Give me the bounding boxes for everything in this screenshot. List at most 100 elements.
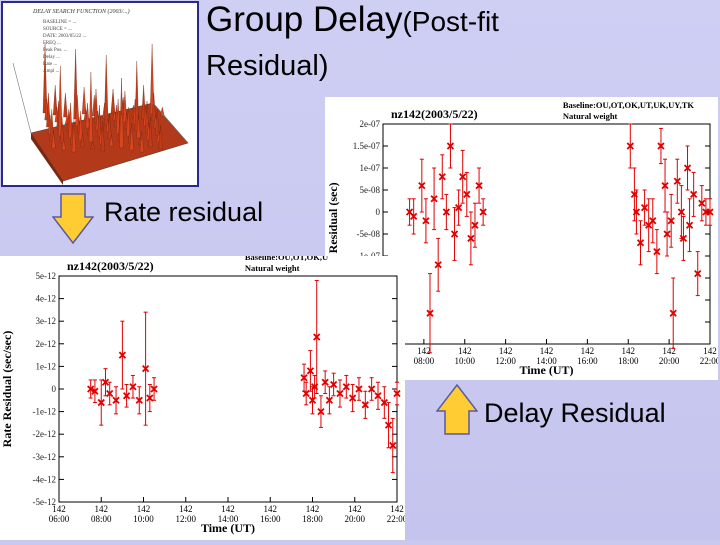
y-tick-label: 1e-07 <box>360 163 381 173</box>
rate-residual-panel: nz142(2003/5/22) Baseline:OU,OT,OK,U Natur… <box>0 252 408 540</box>
slide-title-line2: Residual) <box>206 50 329 82</box>
thumbnail-header: DELAY SEARCH FUNCTION (2003/...) <box>32 8 130 15</box>
search-function-3d-plot: DELAY SEARCH FUNCTION (2003/...) BASELIN… <box>12 8 189 185</box>
surface-spike <box>78 110 83 141</box>
data-point <box>475 181 483 190</box>
thumbnail-info-line: Peak Pos. ... <box>43 48 67 53</box>
x-tick-label: 142 <box>95 504 109 514</box>
y-tick-label: -5e-08 <box>357 229 381 239</box>
surface-spike <box>126 106 131 137</box>
data-point <box>463 190 471 199</box>
data-point <box>649 217 657 225</box>
data-point <box>349 394 357 402</box>
y-tick-label: 5e-12 <box>36 271 57 281</box>
x-tick-label: 142 <box>179 504 193 514</box>
chart-title: nz142(2003/5/22) <box>391 107 478 121</box>
title-main: Group Delay <box>206 0 403 39</box>
rate-residual-chart: nz142(2003/5/22) Baseline:OU,OT,OK,UNatur… <box>0 252 408 535</box>
x-tick-label: 142 <box>662 346 676 356</box>
surface-spike <box>109 134 114 147</box>
data-point <box>685 221 694 229</box>
surface-spike <box>97 104 102 138</box>
x-tick-label: 12:00 <box>495 356 516 366</box>
y-tick-label: -3e-12 <box>33 452 57 462</box>
x-tick-label: 16:00 <box>577 356 598 366</box>
data-point <box>302 389 310 398</box>
x-tick-label: 142 <box>306 504 320 514</box>
data-point <box>150 385 158 393</box>
slide-title-line1: Group Delay(Post-fit <box>206 0 499 42</box>
x-tick-label: 142 <box>137 504 151 514</box>
y-tick-label: -4e-12 <box>33 474 57 484</box>
data-point <box>683 164 692 172</box>
data-point <box>368 385 376 393</box>
data-point <box>87 385 95 393</box>
surface-spike <box>73 48 78 120</box>
y-tick-label: -2e-12 <box>33 429 57 439</box>
surface-spike <box>104 54 109 126</box>
data-point <box>122 392 131 400</box>
y-tick-label: 2e-12 <box>36 339 57 349</box>
data-point <box>667 217 675 225</box>
data-point <box>653 247 661 256</box>
surface-spike <box>100 120 105 152</box>
data-point <box>636 239 645 247</box>
chart-title: nz142(2003/5/22) <box>67 259 154 273</box>
data-point <box>410 212 418 221</box>
y-tick-label: 0 <box>52 384 57 394</box>
y-tick-label: -1e-12 <box>33 407 57 417</box>
x-tick-label: 142 <box>264 504 278 514</box>
data-point <box>454 203 463 212</box>
data-point <box>91 387 99 395</box>
x-tick-label: 10:00 <box>454 356 475 366</box>
x-tick-label: 142 <box>52 504 66 514</box>
thumbnail-info-line: Ampl ... <box>43 69 59 74</box>
x-axis-label: Time (UT) <box>519 363 573 377</box>
thumbnail-info-line: FREQ ... <box>43 41 61 46</box>
chart-weight: Natural weight <box>563 111 618 121</box>
data-point <box>467 234 475 243</box>
surface-spike <box>71 118 77 153</box>
delay-residual-panel: nz142(2003/5/22) Baseline:OU,OT,OK,UT,UK,… <box>325 97 720 380</box>
surface-spike <box>58 65 63 137</box>
surface-spike <box>90 140 95 150</box>
data-point <box>479 208 487 216</box>
data-point <box>106 389 114 398</box>
surface-spike <box>85 102 90 129</box>
x-tick-label: 20:00 <box>344 514 365 524</box>
data-point <box>361 401 369 409</box>
x-tick-label: 14:00 <box>218 514 239 524</box>
chart-baseline: Baseline:OU,OT,OK,UT,UK,UY,TK <box>563 100 695 110</box>
data-point <box>673 177 681 185</box>
up-arrow-icon <box>436 384 478 435</box>
surface-spike <box>134 60 139 132</box>
data-point <box>426 309 434 317</box>
x-tick-label: 20:00 <box>659 356 680 366</box>
thumbnail-info-line: BASELINE = ... <box>43 20 76 25</box>
surface-spike <box>93 88 99 124</box>
title-rest: (Post-fit <box>402 6 499 37</box>
x-tick-label: 142 <box>499 346 513 356</box>
data-point <box>393 389 401 398</box>
y-tick-label: 4e-12 <box>36 294 57 304</box>
data-point <box>389 441 397 450</box>
data-point <box>374 392 382 400</box>
x-tick-label: 142 <box>622 346 636 356</box>
x-tick-label: 142 <box>540 346 554 356</box>
data-point <box>342 383 350 391</box>
x-axis-label: Time (UT) <box>201 521 255 535</box>
data-point <box>698 199 706 207</box>
data-point <box>679 234 688 243</box>
x-tick-label: 142 <box>458 346 472 356</box>
data-point <box>141 365 150 373</box>
x-tick-label: 06:00 <box>49 514 70 524</box>
x-tick-label: 18:00 <box>302 514 323 524</box>
surface-spike <box>144 100 150 134</box>
x-tick-label: 14:00 <box>536 356 557 366</box>
data-point <box>694 269 702 278</box>
data-point <box>118 351 127 359</box>
surface-spike <box>75 94 80 127</box>
data-point <box>459 173 467 181</box>
surface-spike <box>148 116 153 148</box>
data-point <box>384 421 393 429</box>
